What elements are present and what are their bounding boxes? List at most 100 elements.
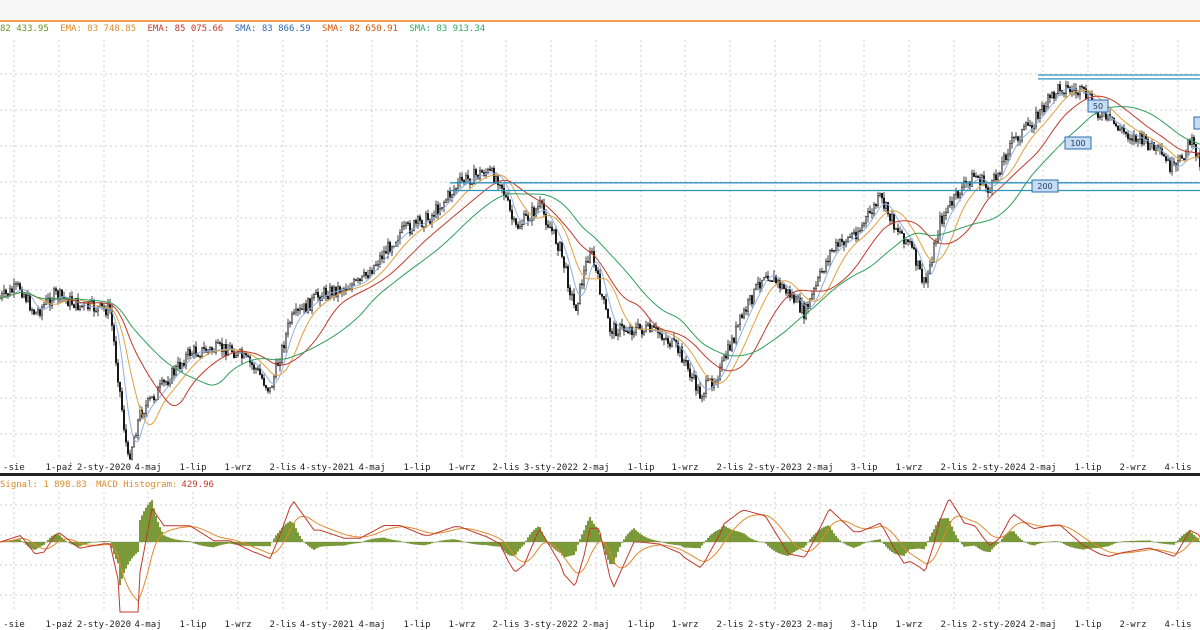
macd-histogram-bar — [261, 542, 263, 547]
panel-divider[interactable] — [0, 473, 1200, 476]
candle-body — [931, 262, 933, 266]
macd-histogram-bar — [385, 538, 387, 542]
macd-histogram-bar — [721, 527, 723, 542]
macd-histogram-bar — [383, 537, 385, 542]
candle-body — [553, 229, 555, 232]
macd-histogram-bar — [1093, 542, 1095, 549]
candle-body — [665, 338, 667, 340]
macd-histogram-bar — [693, 542, 695, 548]
candle-body — [291, 313, 293, 323]
candle-body — [933, 242, 935, 263]
macd-histogram-bar — [167, 537, 169, 542]
candle-body — [489, 168, 491, 171]
candle-body — [263, 378, 265, 386]
macd-histogram-bar — [801, 542, 803, 549]
candle-body — [1051, 91, 1053, 98]
macd-histogram-bar — [757, 541, 759, 542]
macd-histogram-bar — [115, 542, 117, 560]
candle-body — [23, 294, 25, 298]
candle-body — [817, 277, 819, 286]
macd-histogram-bar — [1055, 541, 1057, 542]
price-chart[interactable]: -sie 1-paź 2-sty-2020 4-maj 1-lip 1-wrz 2-lis 4… — [0, 0, 1200, 475]
macd-histogram-bar — [901, 542, 903, 556]
macd-histogram-bar — [1163, 542, 1165, 544]
candle-body — [413, 220, 415, 231]
macd-histogram-bar — [135, 542, 137, 554]
macd-histogram-bar — [1187, 531, 1189, 542]
candle-body — [205, 348, 207, 353]
candle-body — [325, 287, 327, 297]
macd-histogram-bar — [157, 521, 159, 542]
macd-histogram-bar — [349, 542, 351, 545]
candle-body — [725, 355, 727, 359]
macd-histogram-bar — [1109, 542, 1111, 546]
macd-histogram-bar — [947, 518, 949, 542]
candle-body — [865, 216, 867, 224]
candle-body — [21, 288, 23, 298]
candle-body — [165, 381, 167, 383]
macd-histogram-bar — [785, 542, 787, 556]
x-tick-label: 1-wrz — [448, 620, 475, 630]
candle-body — [299, 308, 301, 311]
macd-histogram-bar — [53, 534, 55, 542]
macd-histogram-bar — [239, 542, 241, 546]
macd-histogram-bar — [99, 541, 101, 542]
candle-body — [939, 215, 941, 236]
macd-histogram-bar — [17, 539, 19, 542]
macd-histogram-bar — [571, 542, 573, 556]
macd-histogram-bar — [903, 542, 905, 556]
macd-histogram-bar — [891, 542, 893, 552]
candle-body — [977, 175, 979, 178]
macd-histogram-bar — [865, 542, 867, 543]
macd-histogram-bar — [911, 542, 913, 550]
macd-histogram-bar — [253, 542, 255, 547]
candle-body — [551, 226, 553, 231]
macd-histogram-bar — [895, 542, 897, 555]
macd-histogram-bar — [791, 542, 793, 554]
macd-histogram-bar — [67, 542, 69, 543]
candle-body — [885, 202, 887, 209]
macd-histogram-bar — [175, 539, 177, 542]
candle-body — [849, 236, 851, 239]
macd-histogram-bar — [229, 542, 231, 544]
candle-body — [549, 226, 551, 229]
x-tick-label: 2-sty-2024 — [972, 463, 1026, 473]
x-tick-label: 4-maj — [134, 463, 161, 473]
candle-body — [557, 243, 559, 251]
candle-body — [913, 247, 915, 250]
candle-body — [599, 273, 601, 295]
macd-histogram-bar — [645, 537, 647, 542]
macd-histogram-bar — [507, 542, 509, 555]
candle-body — [385, 251, 387, 254]
candle-body — [927, 273, 929, 283]
x-tick-label: 2-maj — [806, 463, 833, 473]
candle-body — [769, 280, 771, 282]
macd-histogram-bar — [583, 530, 585, 542]
x-tick-label: 1-lip — [179, 620, 206, 630]
macd-histogram-bar — [671, 542, 673, 545]
candle-body — [427, 213, 429, 220]
candle-body — [897, 228, 899, 232]
macd-histogram-bar — [237, 542, 239, 546]
macd-histogram-bar — [825, 526, 827, 542]
macd-histogram-bar — [1033, 542, 1035, 546]
macd-histogram-bar — [709, 535, 711, 542]
candle-body — [29, 294, 31, 311]
macd-histogram-bar — [585, 525, 587, 542]
macd-histogram-bar — [971, 542, 973, 546]
macd-histogram-bar — [885, 542, 887, 547]
candle-body — [595, 264, 597, 271]
candle-body — [323, 287, 325, 297]
macd-histogram-bar — [225, 542, 227, 544]
candle-body — [251, 362, 253, 365]
candle-body — [667, 338, 669, 344]
candle-body — [1057, 84, 1059, 94]
candle-body — [619, 323, 621, 335]
candle-body — [645, 325, 647, 332]
x-tick-label: 1-lip — [627, 620, 654, 630]
macd-histogram-bar — [701, 542, 703, 546]
candle-body — [889, 213, 891, 221]
candle-body — [355, 279, 357, 281]
candle-body — [601, 294, 603, 297]
macd-histogram-bar — [725, 526, 727, 542]
